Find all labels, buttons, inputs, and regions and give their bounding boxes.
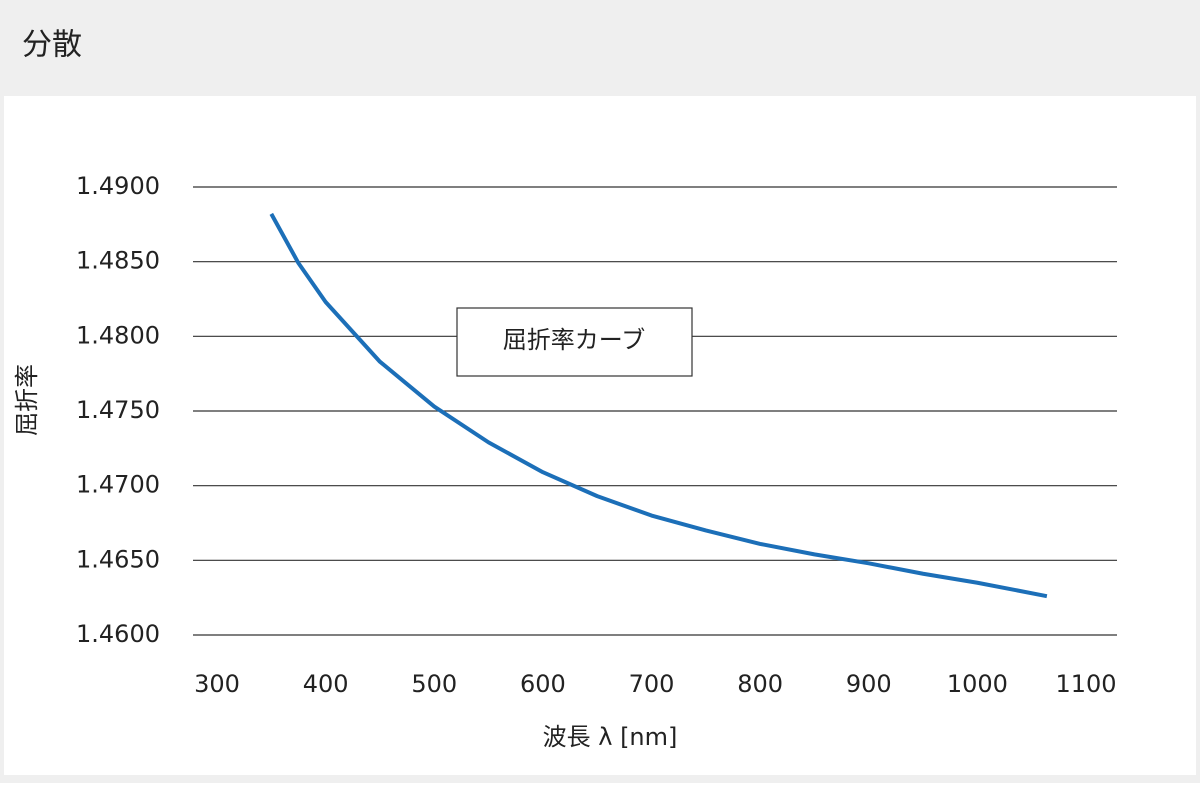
annotation: 屈折率カーブ bbox=[503, 326, 646, 354]
panel bbox=[4, 96, 1196, 775]
annotation-box bbox=[456, 307, 693, 377]
chart-title: 分散 bbox=[22, 28, 82, 63]
y-tick-label: 1.4700 bbox=[76, 471, 160, 499]
y-tick-label: 1.4650 bbox=[76, 545, 160, 573]
x-tick-label: 700 bbox=[629, 670, 675, 698]
y-axis-label: 屈折率 bbox=[13, 364, 41, 436]
x-tick-label: 900 bbox=[846, 670, 892, 698]
y-tick-label: 1.4850 bbox=[76, 247, 160, 275]
y-tick-label: 1.4900 bbox=[76, 172, 160, 200]
x-axis-label: 波長 λ [nm] bbox=[543, 723, 678, 751]
x-tick-label: 600 bbox=[520, 670, 566, 698]
y-tick-label: 1.4800 bbox=[76, 321, 160, 349]
x-tick-label: 500 bbox=[411, 670, 457, 698]
y-tick-label: 1.4750 bbox=[76, 396, 160, 424]
plot: 1.4600 1.4650 1.4700 1.4750 1.4800 1.4850 1.49… bbox=[76, 172, 1117, 698]
y-tick-label: 1.4600 bbox=[76, 620, 160, 648]
x-tick-label: 800 bbox=[737, 670, 783, 698]
x-tick-label: 1100 bbox=[1055, 670, 1116, 698]
line bbox=[269, 212, 1048, 599]
x-tick-label: 1000 bbox=[947, 670, 1008, 698]
x-tick-label: 300 bbox=[194, 670, 240, 698]
x-tick-label: 400 bbox=[303, 670, 349, 698]
